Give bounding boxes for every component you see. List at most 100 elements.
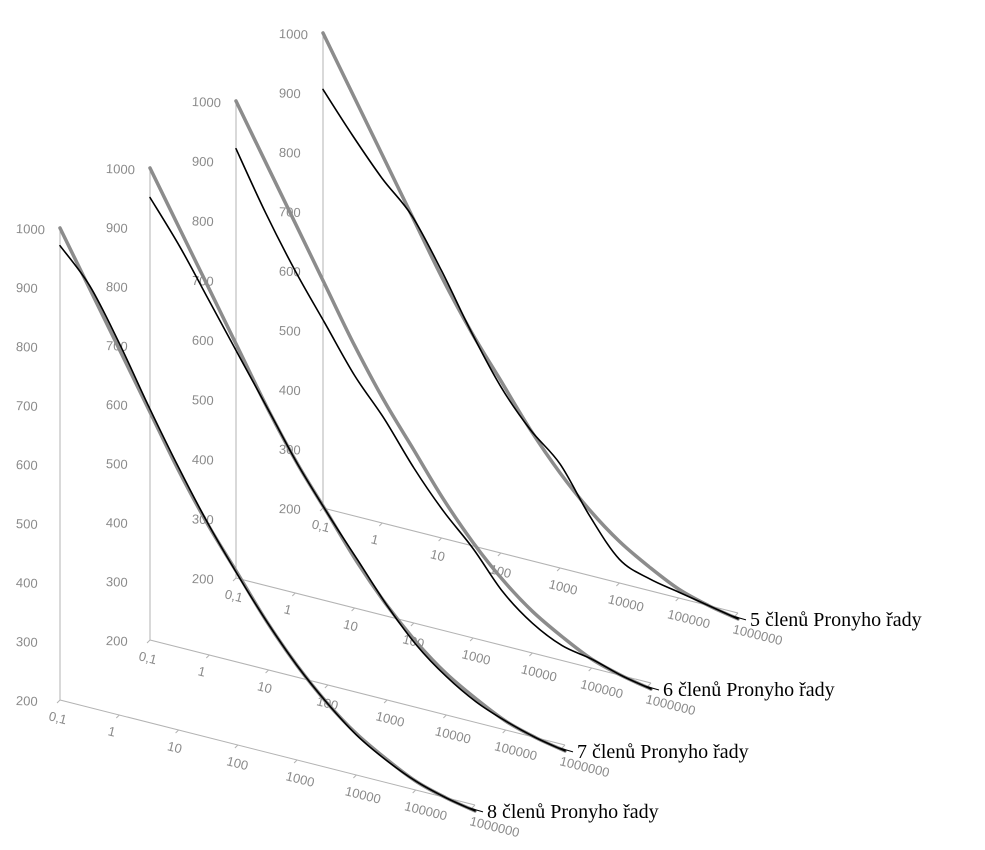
x-tick-label: 1000 [547, 576, 579, 598]
x-tick-label: 10000 [520, 661, 559, 684]
label-leader [558, 747, 574, 753]
x-tick-mark [324, 684, 329, 689]
x-tick-label: 1 [283, 601, 294, 617]
x-tick-label: 1000 [460, 646, 492, 668]
x-tick-label: 100000 [666, 606, 712, 631]
x-tick-label: 10 [256, 678, 274, 696]
x-tick-label: 10000 [344, 783, 383, 806]
x-tick-mark [146, 639, 151, 644]
label-leader [468, 807, 484, 813]
x-tick-mark [647, 682, 652, 687]
approximation-curve [149, 196, 566, 752]
label-leader [731, 615, 747, 621]
y-tick-label: 200 [192, 571, 214, 587]
x-tick-mark [734, 612, 739, 617]
x-tick-mark [529, 652, 533, 657]
y-tick-label: 400 [16, 575, 38, 591]
x-tick-mark [616, 582, 620, 587]
y-tick-label: 700 [16, 398, 38, 414]
y-tick-label: 600 [192, 333, 214, 349]
x-tick-mark [471, 804, 476, 809]
y-tick-label: 200 [106, 633, 128, 649]
x-tick-mark [556, 567, 561, 572]
y-tick-label: 400 [279, 382, 301, 398]
series-label: 7 členů Pronyho řady [577, 741, 749, 763]
x-tick-label: 100 [488, 561, 513, 581]
x-tick-mark [265, 669, 269, 674]
y-tick-label: 500 [106, 456, 128, 472]
x-tick-label: 10000 [607, 591, 646, 614]
x-axis [235, 577, 652, 684]
y-tick-label: 600 [279, 264, 301, 280]
x-tick-mark [353, 774, 357, 779]
y-tick-label: 200 [279, 501, 301, 517]
panel-5-members: 20030040050060070080090010000,1110100100… [279, 26, 922, 648]
reference-curve [148, 166, 567, 753]
x-tick-label: 0,1 [223, 586, 244, 605]
x-tick-label: 100 [225, 753, 250, 773]
y-tick-label: 900 [192, 154, 214, 170]
x-tick-mark [293, 759, 298, 764]
x-tick-label: 10 [429, 546, 447, 564]
y-tick-label: 300 [106, 574, 128, 590]
x-tick-mark [469, 637, 474, 642]
x-tick-label: 1 [107, 723, 118, 739]
x-tick-mark [502, 729, 507, 734]
x-tick-label: 100000 [579, 676, 625, 701]
x-tick-mark [291, 592, 296, 597]
x-axis [59, 699, 476, 806]
y-tick-label: 400 [106, 515, 128, 531]
approximation-curve [235, 147, 652, 690]
x-tick-label: 0,1 [137, 648, 158, 667]
x-tick-mark [378, 522, 383, 527]
series-label: 6 členů Pronyho řady [663, 679, 835, 701]
approximation-curve [322, 88, 739, 620]
x-tick-mark [438, 537, 442, 542]
y-tick-label: 800 [16, 339, 38, 355]
x-tick-mark [56, 699, 61, 704]
y-tick-label: 300 [16, 634, 38, 650]
x-tick-label: 10 [166, 738, 184, 756]
x-tick-mark [561, 744, 566, 749]
x-tick-mark [383, 699, 388, 704]
x-tick-mark [175, 729, 179, 734]
x-tick-mark [319, 507, 324, 512]
y-tick-label: 900 [279, 85, 301, 101]
x-tick-mark [443, 714, 447, 719]
x-axis [322, 507, 739, 614]
x-tick-mark [205, 654, 210, 659]
series-label: 8 členů Pronyho řady [487, 801, 659, 823]
x-tick-mark [675, 597, 680, 602]
x-tick-mark [410, 622, 415, 627]
reference-curve [321, 31, 740, 621]
panel-7-members: 20030040050060070080090010000,1110100100… [106, 161, 749, 780]
x-tick-mark [497, 552, 502, 557]
x-axis [149, 639, 566, 746]
reference-curve [234, 99, 653, 691]
y-tick-label: 500 [16, 516, 38, 532]
y-tick-label: 900 [16, 280, 38, 296]
x-tick-mark [232, 577, 237, 582]
x-tick-label: 0,1 [310, 516, 331, 535]
x-tick-label: 100000 [493, 738, 539, 763]
y-tick-label: 800 [106, 279, 128, 295]
x-tick-mark [412, 789, 417, 794]
x-tick-label: 1000 [284, 768, 316, 790]
x-tick-mark [588, 667, 593, 672]
y-tick-label: 800 [192, 213, 214, 229]
x-tick-label: 0,1 [47, 708, 68, 727]
series-label: 5 členů Pronyho řady [750, 609, 922, 631]
x-tick-label: 10 [342, 616, 360, 634]
x-tick-mark [234, 744, 239, 749]
y-tick-label: 500 [279, 323, 301, 339]
y-tick-label: 500 [192, 392, 214, 408]
x-tick-label: 10000 [434, 723, 473, 746]
y-tick-label: 900 [106, 220, 128, 236]
x-tick-label: 100000 [403, 798, 449, 823]
x-tick-label: 1 [197, 663, 208, 679]
y-tick-label: 600 [16, 457, 38, 473]
approximation-curve [59, 244, 476, 812]
y-tick-label: 200 [16, 693, 38, 709]
y-tick-label: 1000 [106, 161, 136, 177]
